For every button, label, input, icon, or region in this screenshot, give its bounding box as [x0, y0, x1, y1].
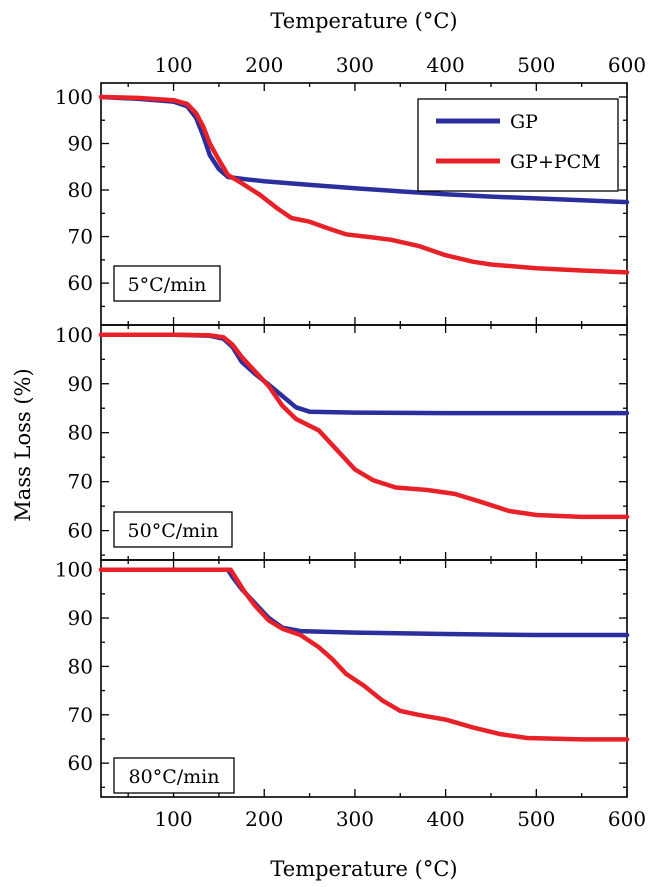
legend-box [417, 98, 619, 192]
50c-panel: 60 70 80 90 100 50°C/min [55, 323, 630, 561]
bottom-axis-title: Temperature (°C) [270, 857, 457, 881]
y-axis-title: Mass Loss (%) [11, 368, 35, 521]
y-tick-label: 90 [68, 132, 93, 156]
legend: GP GP+PCM [417, 98, 619, 192]
legend-label: GP+PCM [510, 151, 601, 173]
gp-series-line [98, 567, 630, 638]
gp-pcm-series-line [98, 567, 630, 742]
bottom-x-tick-label: 100 [154, 807, 192, 831]
heating-rate-label: 50°C/min [128, 520, 219, 542]
top-x-tick-label: 100 [154, 53, 192, 77]
top-x-tick-label: 200 [245, 53, 283, 77]
80c-panel: 60 70 80 90 100 100 200 300 400 500 600 80°C/min [55, 558, 646, 831]
y-tick-label: 80 [68, 178, 93, 202]
rate-label-box [113, 265, 221, 302]
y-tick-label: 80 [68, 654, 93, 678]
top-x-tick-label: 500 [517, 53, 555, 77]
y-tick-label: 70 [68, 225, 93, 249]
bottom-x-tick-label: 200 [245, 807, 283, 831]
top-x-tick-label: 400 [427, 53, 465, 77]
y-tick-label: 60 [68, 751, 93, 775]
rate-label-box [113, 757, 235, 794]
y-tick-label: 100 [55, 558, 93, 582]
y-tick-label: 90 [68, 606, 93, 630]
bottom-x-tick-label: 400 [427, 807, 465, 831]
bottom-x-tick-label: 600 [608, 807, 646, 831]
y-tick-label: 60 [68, 271, 93, 295]
y-tick-label: 80 [68, 421, 93, 445]
top-axis-title: Temperature (°C) [270, 9, 457, 33]
y-tick-label: 90 [68, 372, 93, 396]
bottom-x-tick-label: 500 [517, 807, 555, 831]
rate-label-box [113, 511, 233, 548]
top-x-tick-label: 600 [608, 53, 646, 77]
gp-pcm-series-line [98, 332, 630, 520]
y-tick-label: 60 [68, 519, 93, 543]
gp-series-line [98, 332, 630, 416]
y-tick-label: 100 [55, 85, 93, 109]
y-tick-label: 70 [68, 470, 93, 494]
y-tick-label: 70 [68, 703, 93, 727]
plot-frame [100, 559, 628, 798]
legend-label: GP [510, 111, 538, 133]
y-tick-label: 100 [55, 323, 93, 347]
heating-rate-label: 80°C/min [129, 766, 220, 788]
heating-rate-label: 5°C/min [128, 274, 207, 296]
bottom-x-tick-label: 300 [336, 807, 374, 831]
gp-pcm-series-line [98, 94, 630, 275]
top-x-tick-label: 300 [336, 53, 374, 77]
